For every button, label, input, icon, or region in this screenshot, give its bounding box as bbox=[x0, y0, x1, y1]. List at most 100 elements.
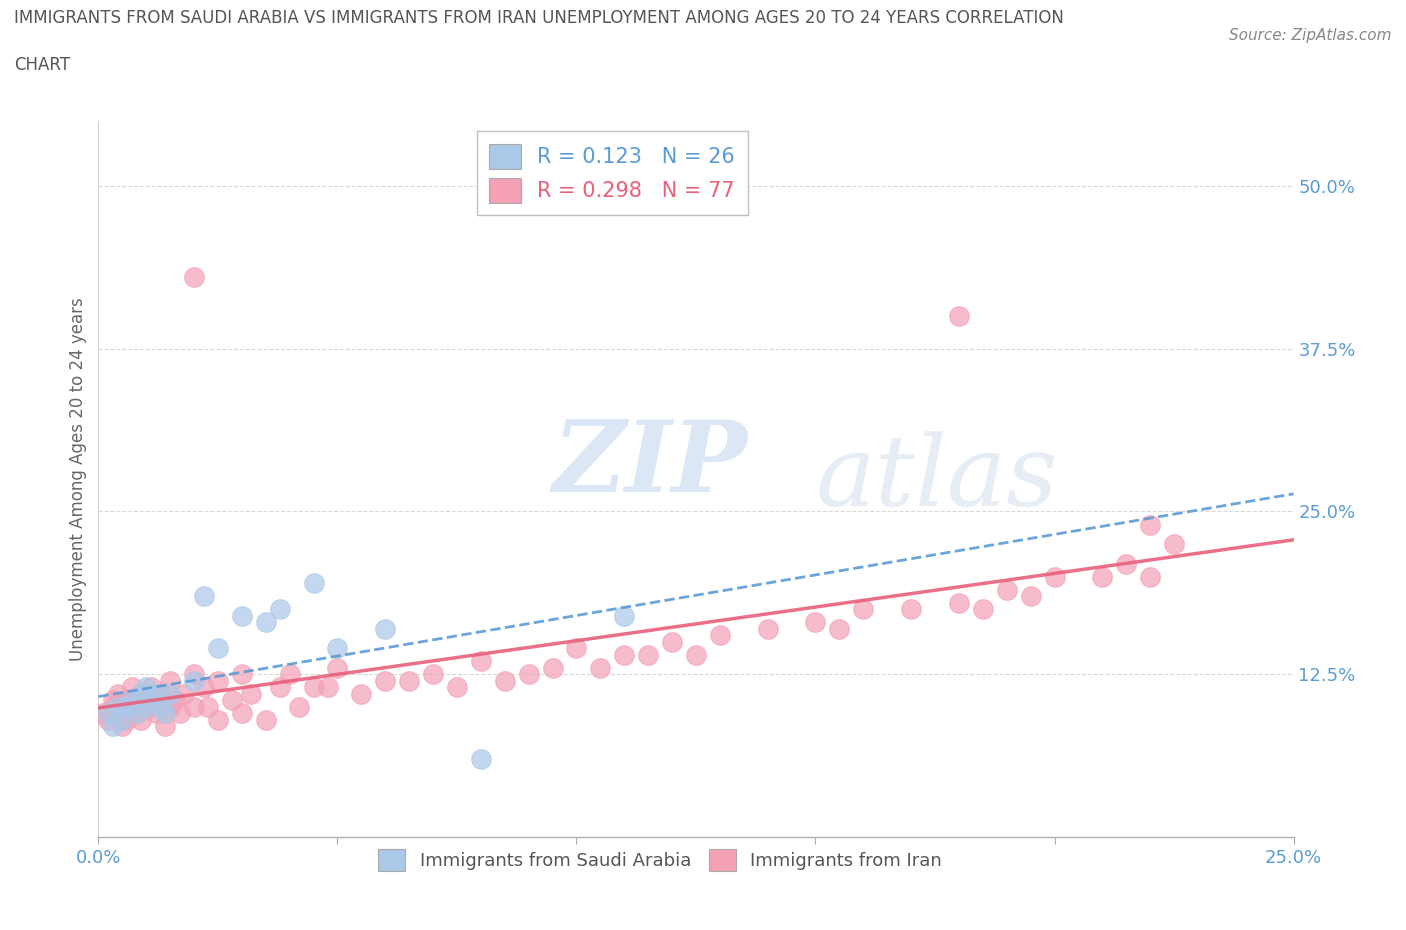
Point bbox=[193, 589, 215, 604]
Point bbox=[900, 602, 922, 617]
Point bbox=[231, 608, 253, 623]
Point bbox=[278, 667, 301, 682]
Point bbox=[541, 660, 564, 675]
Point bbox=[131, 712, 153, 727]
Point bbox=[398, 673, 420, 688]
Point bbox=[121, 680, 143, 695]
Point bbox=[183, 270, 205, 285]
Point bbox=[135, 699, 157, 714]
Point bbox=[111, 699, 134, 714]
Point bbox=[197, 699, 219, 714]
Point bbox=[254, 615, 277, 630]
Point bbox=[207, 673, 229, 688]
Point bbox=[111, 712, 134, 727]
Point bbox=[374, 621, 396, 636]
Point bbox=[589, 660, 612, 675]
Point bbox=[159, 673, 181, 688]
Text: ZIP: ZIP bbox=[553, 417, 748, 512]
Point bbox=[97, 712, 120, 727]
Legend: Immigrants from Saudi Arabia, Immigrants from Iran: Immigrants from Saudi Arabia, Immigrants… bbox=[371, 842, 949, 878]
Point bbox=[125, 706, 148, 721]
Point bbox=[517, 667, 540, 682]
Point bbox=[131, 686, 153, 701]
Point bbox=[207, 641, 229, 656]
Point bbox=[101, 719, 124, 734]
Point bbox=[1043, 569, 1066, 584]
Text: atlas: atlas bbox=[815, 432, 1059, 526]
Point bbox=[107, 706, 129, 721]
Text: IMMIGRANTS FROM SAUDI ARABIA VS IMMIGRANTS FROM IRAN UNEMPLOYMENT AMONG AGES 20 : IMMIGRANTS FROM SAUDI ARABIA VS IMMIGRAN… bbox=[14, 9, 1064, 27]
Point bbox=[183, 667, 205, 682]
Point bbox=[231, 706, 253, 721]
Point bbox=[240, 686, 263, 701]
Point bbox=[1091, 569, 1114, 584]
Point bbox=[685, 647, 707, 662]
Point bbox=[159, 699, 181, 714]
Text: CHART: CHART bbox=[14, 56, 70, 73]
Point bbox=[101, 693, 124, 708]
Point bbox=[374, 673, 396, 688]
Point bbox=[446, 680, 468, 695]
Point bbox=[155, 706, 177, 721]
Point bbox=[115, 712, 138, 727]
Point bbox=[995, 582, 1018, 597]
Point bbox=[302, 680, 325, 695]
Point bbox=[207, 712, 229, 727]
Point bbox=[121, 706, 143, 721]
Point bbox=[613, 608, 636, 623]
Point bbox=[1139, 517, 1161, 532]
Point bbox=[828, 621, 851, 636]
Point bbox=[494, 673, 516, 688]
Point bbox=[145, 686, 167, 701]
Point bbox=[101, 699, 124, 714]
Point bbox=[1115, 556, 1137, 571]
Y-axis label: Unemployment Among Ages 20 to 24 years: Unemployment Among Ages 20 to 24 years bbox=[69, 297, 87, 661]
Point bbox=[326, 641, 349, 656]
Point bbox=[131, 686, 153, 701]
Point bbox=[326, 660, 349, 675]
Point bbox=[613, 647, 636, 662]
Point bbox=[269, 680, 291, 695]
Point bbox=[91, 706, 114, 721]
Point bbox=[470, 654, 492, 669]
Text: Source: ZipAtlas.com: Source: ZipAtlas.com bbox=[1229, 28, 1392, 43]
Point bbox=[139, 699, 162, 714]
Point bbox=[121, 699, 143, 714]
Point bbox=[121, 693, 143, 708]
Point bbox=[254, 712, 277, 727]
Point bbox=[135, 680, 157, 695]
Point bbox=[139, 693, 162, 708]
Point bbox=[193, 680, 215, 695]
Point bbox=[422, 667, 444, 682]
Point bbox=[948, 309, 970, 324]
Point bbox=[350, 686, 373, 701]
Point bbox=[111, 719, 134, 734]
Point bbox=[1019, 589, 1042, 604]
Point bbox=[169, 706, 191, 721]
Point bbox=[97, 706, 120, 721]
Point bbox=[115, 699, 138, 714]
Point bbox=[159, 686, 181, 701]
Point bbox=[269, 602, 291, 617]
Point bbox=[302, 576, 325, 591]
Point bbox=[804, 615, 827, 630]
Point bbox=[972, 602, 994, 617]
Point bbox=[145, 706, 167, 721]
Point bbox=[565, 641, 588, 656]
Point bbox=[149, 699, 172, 714]
Point bbox=[948, 595, 970, 610]
Point bbox=[107, 686, 129, 701]
Point bbox=[637, 647, 659, 662]
Point bbox=[316, 680, 339, 695]
Point bbox=[1163, 537, 1185, 551]
Point bbox=[139, 680, 162, 695]
Point bbox=[155, 719, 177, 734]
Point bbox=[288, 699, 311, 714]
Point bbox=[115, 693, 138, 708]
Point bbox=[231, 667, 253, 682]
Point bbox=[661, 634, 683, 649]
Point bbox=[125, 693, 148, 708]
Point bbox=[107, 699, 129, 714]
Point bbox=[1139, 569, 1161, 584]
Point bbox=[163, 693, 186, 708]
